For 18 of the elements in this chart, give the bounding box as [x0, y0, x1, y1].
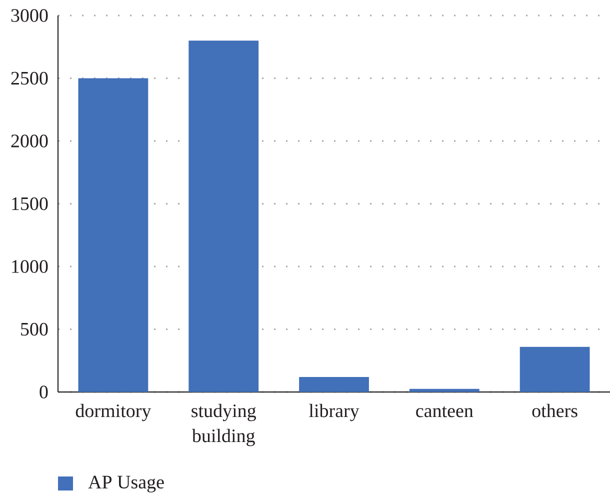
- y-tick-label: 3000: [11, 9, 48, 22]
- legend-label: AP Usage: [88, 476, 164, 492]
- bar: [188, 40, 259, 392]
- y-tick-label: 2000: [11, 134, 48, 148]
- bar: [299, 376, 369, 392]
- y-tick-label: 500: [21, 322, 48, 336]
- bar: [520, 346, 590, 392]
- y-tick-label: 1500: [12, 197, 48, 210]
- y-tick-label: 1000: [12, 260, 48, 273]
- y-tick-label: 2500: [11, 72, 48, 85]
- bar: [78, 78, 148, 392]
- bar: [409, 388, 480, 392]
- x-tick-label: studying building: [192, 404, 256, 446]
- y-tick-label: 0: [40, 386, 48, 398]
- x-tick-label: others: [532, 404, 578, 418]
- x-tick-label: canteen: [416, 406, 474, 418]
- x-tick-label: dormitory: [76, 404, 152, 422]
- x-tick-label: library: [309, 404, 360, 422]
